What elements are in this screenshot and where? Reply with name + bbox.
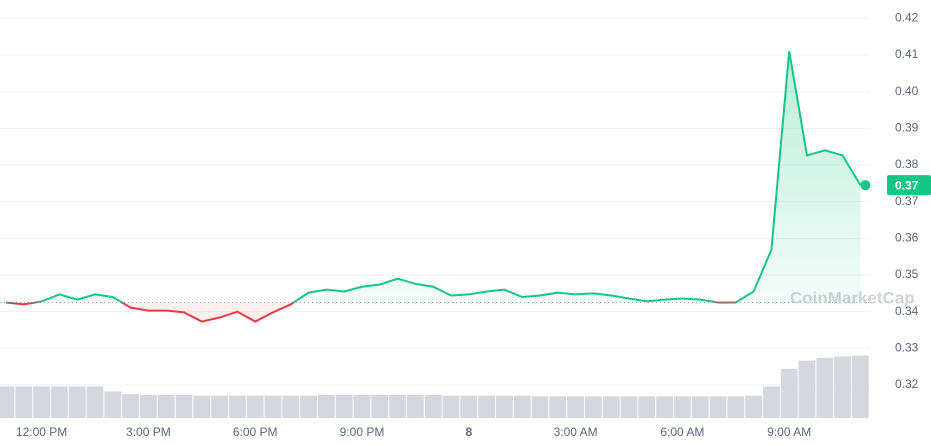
volume-bar <box>798 360 816 418</box>
x-tick-label: 8 <box>465 425 472 439</box>
volume-bar <box>193 395 211 418</box>
volume-bar <box>602 396 620 418</box>
volume-bar <box>585 396 602 418</box>
volume-bar <box>549 396 567 418</box>
volume-bar <box>620 396 638 418</box>
volume-bar <box>122 394 139 418</box>
y-tick-label: 0.36 <box>895 231 919 245</box>
volume-bar <box>371 394 389 418</box>
volume-bar <box>531 396 549 418</box>
y-tick-label: 0.33 <box>895 341 919 355</box>
volume-bar <box>816 357 834 418</box>
volume-bar <box>852 355 869 418</box>
volume-bar <box>68 386 86 418</box>
volume-bar <box>353 394 371 418</box>
y-tick-label: 0.38 <box>895 157 919 171</box>
y-tick-label: 0.37 <box>895 194 919 208</box>
volume-bar <box>157 394 175 418</box>
volume-bar <box>691 396 709 418</box>
area-up <box>6 51 861 303</box>
volume-bar <box>460 395 478 418</box>
x-tick-label: 12:00 PM <box>16 425 67 439</box>
volume-bar <box>638 396 656 418</box>
volume-bar <box>140 394 157 418</box>
volume-bar <box>229 395 246 418</box>
x-tick-label: 9:00 PM <box>340 425 385 439</box>
price-line-up <box>6 51 862 303</box>
price-tag-label: 0.37 <box>895 178 919 192</box>
volume-bar <box>674 396 691 418</box>
volume-bar <box>709 396 727 418</box>
volume-bar <box>51 386 68 418</box>
x-tick-label: 6:00 AM <box>660 425 704 439</box>
volume-bar <box>33 386 50 418</box>
volume-bar <box>745 395 762 418</box>
y-tick-label: 0.41 <box>895 47 919 61</box>
volume-bar <box>442 395 460 418</box>
volume-bar <box>763 386 780 418</box>
volume-bar <box>656 396 673 418</box>
volume-bar <box>335 394 353 418</box>
volume-bar <box>389 394 406 418</box>
y-tick-label: 0.39 <box>895 121 919 135</box>
y-tick-label: 0.32 <box>895 377 919 391</box>
volume-bar <box>300 395 317 418</box>
x-tick-label: 3:00 PM <box>126 425 171 439</box>
x-tick-label: 9:00 AM <box>767 425 811 439</box>
volume-bar <box>496 395 513 418</box>
volume-bar <box>15 386 33 418</box>
volume-bar <box>264 395 282 418</box>
y-tick-label: 0.42 <box>895 11 919 25</box>
volume-bar <box>513 395 531 418</box>
volume-bar <box>407 394 424 418</box>
last-point <box>860 180 871 191</box>
volume-bar <box>246 395 264 418</box>
volume-bar <box>318 394 335 418</box>
price-line-down <box>5 302 738 323</box>
volume-bar <box>175 394 193 418</box>
volume-bar <box>211 395 228 418</box>
volume-bar <box>282 395 300 418</box>
volume-bar <box>104 391 122 418</box>
volume-bar <box>780 369 798 418</box>
volume-bar <box>567 396 584 418</box>
volume-bar <box>727 396 745 418</box>
y-tick-label: 0.40 <box>895 84 919 98</box>
volume-bar <box>478 395 495 418</box>
volume-bar <box>86 386 104 418</box>
x-tick-label: 3:00 AM <box>554 425 598 439</box>
y-tick-label: 0.34 <box>895 304 919 318</box>
volume-bar <box>834 356 851 418</box>
volume-bar <box>0 386 15 418</box>
price-tag <box>887 175 931 196</box>
x-tick-label: 6:00 PM <box>233 425 278 439</box>
y-tick-label: 0.35 <box>895 267 919 281</box>
volume-bar <box>424 394 442 418</box>
